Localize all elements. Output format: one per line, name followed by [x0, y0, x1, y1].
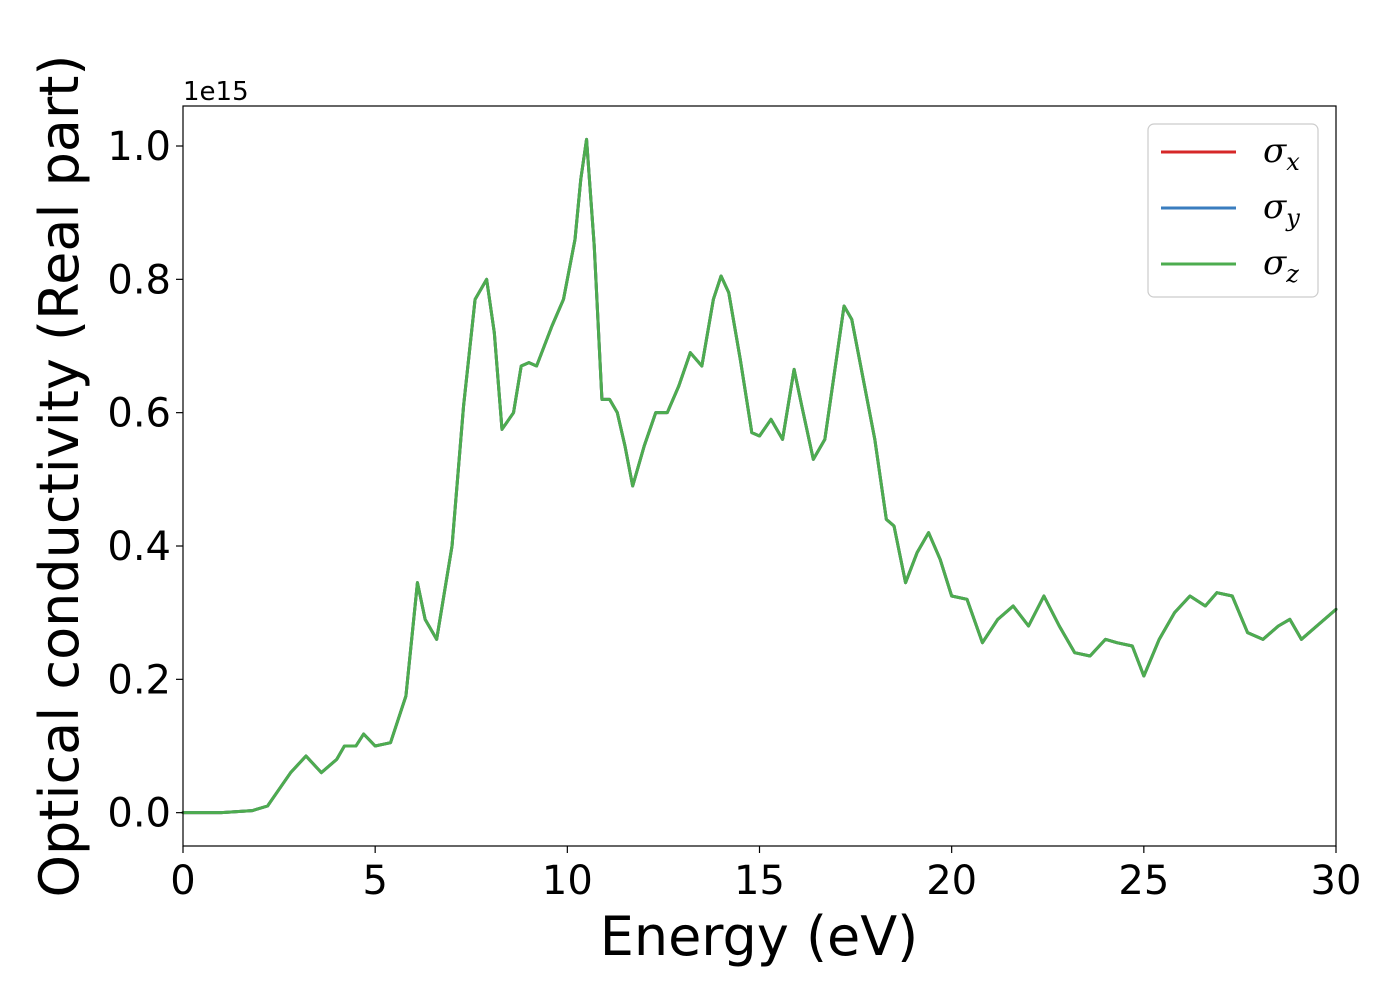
y-tick-label: 0.6 — [107, 391, 171, 437]
x-tick-label: 5 — [362, 858, 387, 904]
x-tick-label: 15 — [734, 858, 785, 904]
y-offset-label: 1e15 — [183, 77, 249, 107]
x-tick-label: 30 — [1311, 858, 1362, 904]
series-layer — [181, 137, 1338, 815]
y-tick-label: 0.0 — [107, 791, 171, 837]
x-tick-label: 25 — [1118, 858, 1169, 904]
x-tick-label: 10 — [542, 858, 593, 904]
y-tick-label: 0.8 — [107, 257, 171, 303]
x-tick-label: 20 — [926, 858, 977, 904]
x-tick-label: 0 — [170, 858, 195, 904]
y-tick-label: 0.2 — [107, 657, 171, 703]
y-axis-title: Optical conductivity (Real part) — [28, 55, 91, 898]
y-axis-ticks: 0.0 0.2 0.4 0.6 0.8 1.0 — [107, 124, 183, 837]
x-axis-ticks: 0 5 10 15 20 25 30 — [170, 846, 1361, 904]
legend-box — [1147, 123, 1319, 298]
series-line-σz — [181, 137, 1338, 815]
plot-background — [183, 106, 1336, 846]
y-tick-label: 0.4 — [107, 524, 171, 570]
x-axis-title: Energy (eV) — [600, 905, 919, 968]
y-tick-label: 1.0 — [107, 124, 171, 170]
